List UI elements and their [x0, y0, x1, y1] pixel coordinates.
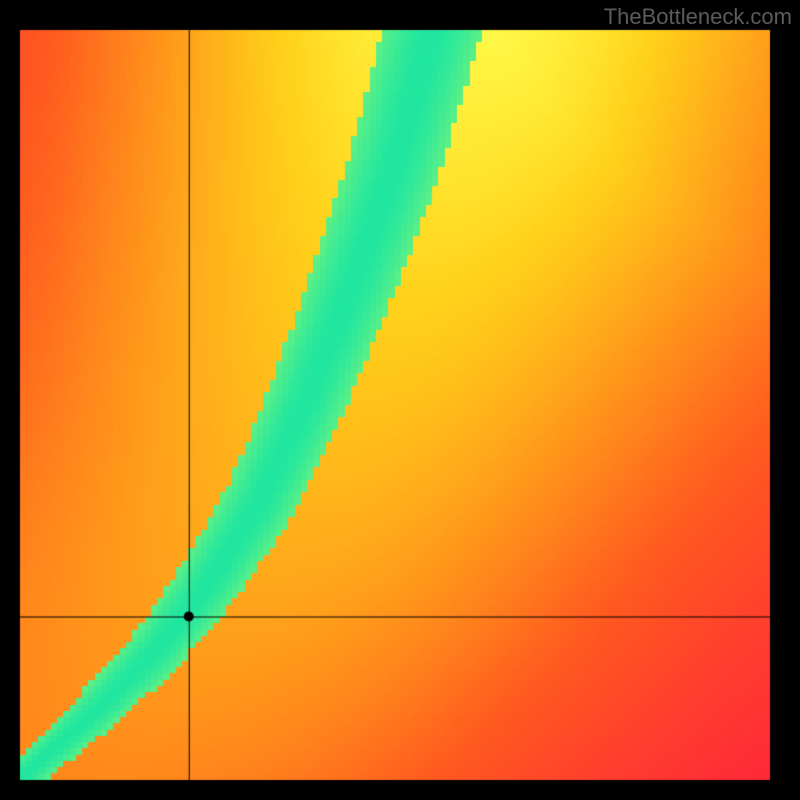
watermark-label: TheBottleneck.com — [604, 4, 792, 30]
bottleneck-heatmap — [0, 0, 800, 800]
chart-container: TheBottleneck.com — [0, 0, 800, 800]
